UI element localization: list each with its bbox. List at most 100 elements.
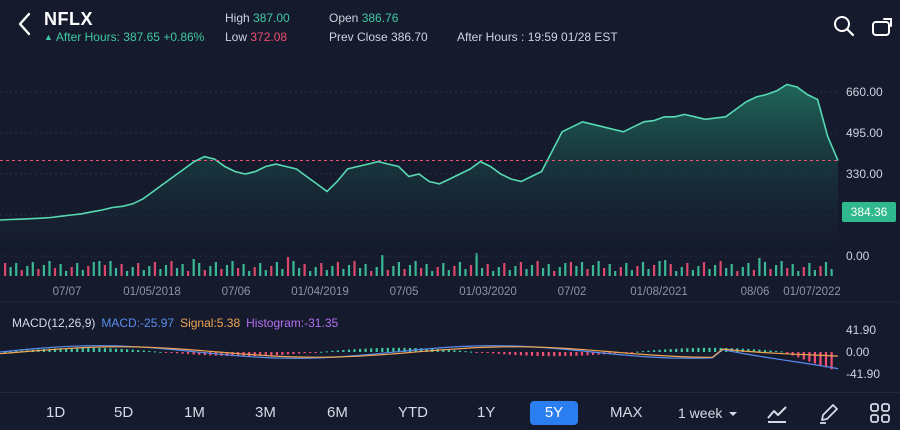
volume-bar <box>325 270 328 276</box>
macd-histogram-bar <box>824 352 828 368</box>
macd-histogram-bar <box>114 348 118 352</box>
range-5d-button[interactable]: 5D <box>114 404 134 421</box>
volume-bar <box>192 259 195 276</box>
range-1y-button[interactable]: 1Y <box>477 404 496 421</box>
volume-bar <box>558 267 561 276</box>
range-ytd-button[interactable]: YTD <box>398 404 428 421</box>
after-hours-quote: ▲ After Hours: 387.65 +0.86% <box>44 30 204 44</box>
volume-bar <box>98 261 101 276</box>
open-label: Open <box>329 11 359 25</box>
chart-type-icon[interactable] <box>766 402 788 424</box>
macd-histogram-bar <box>142 350 145 352</box>
macd-histogram-bar <box>464 351 467 353</box>
volume-bar <box>647 269 650 276</box>
range-1m-button[interactable]: 1M <box>184 404 205 421</box>
range-3m-button[interactable]: 3M <box>255 404 276 421</box>
volume-bar <box>53 268 57 276</box>
x-axis-label: 01/03/2020 <box>459 286 517 298</box>
volume-bar <box>536 261 539 276</box>
prev-close-value: 386.70 <box>391 30 428 44</box>
range-1d-button[interactable]: 1D <box>46 404 66 421</box>
volume-bar <box>530 265 534 276</box>
macd-histogram-bar <box>131 349 134 352</box>
volume-bar <box>275 262 278 276</box>
volume-bar <box>614 271 617 276</box>
macd-histogram-bar <box>175 352 179 354</box>
volume-bar <box>364 264 367 276</box>
macd-histogram-bar <box>70 347 73 352</box>
range-5y-button[interactable]: 5Y <box>530 401 578 425</box>
macd-histogram-bar <box>630 352 633 353</box>
volume-bar <box>786 268 789 276</box>
volume-bar <box>469 265 473 276</box>
volume-bar <box>736 271 739 276</box>
volume-bar <box>725 268 728 276</box>
macd-histogram-bar <box>813 352 816 364</box>
range-6m-button[interactable]: 6M <box>327 404 348 421</box>
search-icon[interactable] <box>832 14 856 38</box>
volume-bar <box>259 263 262 276</box>
volume-bar <box>242 264 245 276</box>
y-axis-label: 330.00 <box>846 167 883 181</box>
grid-icon[interactable] <box>869 402 891 424</box>
macd-histogram-bar <box>586 352 589 356</box>
macd-histogram-bar <box>225 352 229 357</box>
current-price-tag: 384.36 <box>842 202 896 222</box>
macd-histogram-bar <box>370 348 373 352</box>
volume-bar <box>453 266 456 276</box>
volume-bar <box>791 264 794 276</box>
share-icon[interactable] <box>870 14 894 38</box>
macd-histogram-bar <box>381 347 384 352</box>
macd-histogram-bar <box>420 348 423 352</box>
volume-bar <box>31 262 34 276</box>
macd-histogram-bar <box>364 348 367 352</box>
macd-histogram-bar <box>702 347 706 352</box>
macd-histogram-bar <box>453 350 456 352</box>
ticker-symbol: NFLX <box>44 9 93 29</box>
macd-histogram-bar <box>786 352 789 354</box>
draw-icon[interactable] <box>818 402 840 424</box>
macd-histogram-bar <box>275 352 278 356</box>
macd-histogram-bar <box>192 352 195 355</box>
macd-histogram-bar <box>469 351 473 353</box>
volume-bar <box>575 266 578 276</box>
macd-histogram-bar <box>519 352 522 356</box>
volume-bar <box>92 262 95 276</box>
volume-bar <box>397 262 400 276</box>
volume-bar <box>248 271 251 276</box>
macd-histogram-bar <box>331 350 334 352</box>
volume-bar <box>336 262 339 276</box>
volume-bar <box>824 262 828 276</box>
volume-bar <box>580 262 584 276</box>
y-axis-label: 660.00 <box>846 85 883 99</box>
interval-select[interactable]: 1 week <box>678 401 738 425</box>
macd-histogram-bar <box>4 352 7 353</box>
volume-bar <box>420 268 423 276</box>
volume-bar <box>741 267 744 276</box>
volume-bar <box>802 267 805 276</box>
volume-bar <box>181 264 184 276</box>
volume-bar <box>81 270 84 276</box>
volume-bar <box>675 271 678 276</box>
macd-histogram-bar <box>714 347 717 352</box>
back-arrow-icon[interactable] <box>14 10 36 38</box>
volume-bar <box>492 271 495 276</box>
macd-legend: MACD(12,26,9) MACD:-25.97 Signal:5.38 Hi… <box>12 316 338 330</box>
range-max-button[interactable]: MAX <box>610 404 643 421</box>
volume-bar <box>503 263 506 276</box>
macd-histogram-bar <box>547 352 550 357</box>
volume-bar <box>381 255 384 276</box>
macd-histogram-bar <box>187 352 190 355</box>
volume-bar <box>303 264 306 276</box>
volume-bar <box>159 269 162 276</box>
macd-histogram-bar <box>392 347 395 352</box>
price-area <box>0 84 838 256</box>
volume-bar <box>564 263 567 276</box>
macd-histogram-bar <box>481 352 484 353</box>
volume-bar <box>752 270 755 276</box>
volume-bar <box>747 263 750 276</box>
volume-bar <box>370 271 373 276</box>
volume-bar <box>87 266 90 276</box>
